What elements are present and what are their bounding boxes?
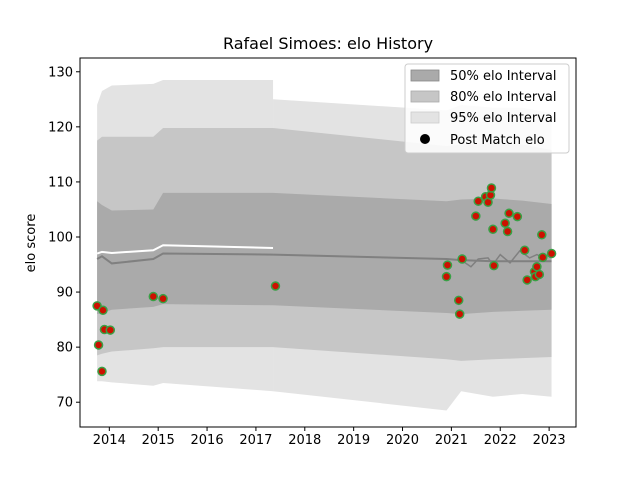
post-match-point-32: [537, 230, 547, 240]
post-match-point-2: [97, 366, 107, 377]
legend-swatch-50: [410, 69, 440, 82]
post-match-point-22: [500, 218, 510, 228]
x-tick-label-4: 2018: [288, 433, 321, 448]
mean-line-seg-0: [96, 252, 274, 265]
band-50-seg-1: [273, 192, 552, 315]
y-tick-label-1: 80: [56, 341, 73, 356]
chart-title: Rafael Simoes: elo History: [223, 34, 433, 53]
post-match-points: [92, 183, 557, 377]
legend: 50% elo Interval 80% elo Interval 95% el…: [404, 63, 570, 154]
legend-label-50: 50% elo Interval: [450, 69, 557, 84]
legend-label-80: 80% elo Interval: [450, 90, 557, 105]
x-tick-label-0: 2014: [93, 433, 126, 448]
plot-frame: [79, 57, 577, 428]
post-match-point-5: [105, 325, 116, 335]
post-match-point-8: [270, 281, 281, 291]
x-tick-label-5: 2019: [337, 433, 370, 448]
x-tick-label-8: 2022: [484, 433, 517, 448]
x-tick-label-1: 2015: [142, 433, 175, 448]
post-match-point-6: [148, 291, 159, 302]
post-match-point-34: [546, 248, 557, 259]
post-match-point-14: [471, 211, 481, 221]
legend-label-95: 95% elo Interval: [450, 111, 557, 126]
light-line-seg-0: [96, 244, 274, 255]
x-tick-label-6: 2020: [386, 433, 419, 448]
post-match-point-26: [519, 245, 530, 255]
legend-swatch-95: [410, 111, 440, 124]
post-match-point-30: [532, 261, 542, 272]
legend-marker-points: [420, 134, 430, 144]
legend-swatch-80: [410, 90, 440, 103]
x-tick-label-7: 2021: [435, 433, 468, 448]
post-match-point-24: [504, 208, 514, 219]
y-axis-label: elo score: [24, 214, 39, 273]
post-match-point-23: [502, 226, 513, 237]
post-match-point-33: [538, 252, 548, 263]
post-match-point-10: [441, 271, 452, 282]
y-tick-label-0: 70: [56, 396, 73, 411]
x-axis: 2014 2015 2016 2017 2018 2019 2020 2021 2022 2023: [93, 427, 566, 448]
y-tick-label-6: 130: [48, 65, 73, 80]
post-match-point-25: [512, 211, 523, 222]
post-match-point-27: [522, 275, 532, 285]
post-match-point-31: [534, 269, 545, 280]
post-match-point-9: [442, 260, 453, 270]
y-axis: 70 80 90 100 110 120 130: [48, 65, 80, 411]
post-match-point-19: [486, 183, 497, 193]
post-match-point-12: [454, 309, 465, 319]
legend-box: [404, 63, 570, 154]
post-match-point-21: [489, 260, 499, 271]
x-tick-label-3: 2017: [239, 433, 272, 448]
x-tick-label-2: 2016: [191, 433, 224, 448]
post-match-point-11: [453, 295, 464, 306]
y-tick-label-5: 120: [48, 120, 73, 135]
y-tick-label-4: 110: [48, 175, 73, 190]
post-match-point-1: [93, 340, 104, 350]
elo-lines: [96, 244, 552, 268]
legend-label-points: Post Match elo: [450, 133, 545, 148]
y-tick-label-2: 90: [56, 286, 73, 301]
post-match-point-3: [98, 305, 108, 315]
mean-line-recent: [460, 249, 552, 268]
interval-bands: [97, 80, 552, 411]
post-match-point-15: [473, 196, 484, 206]
post-match-point-20: [488, 224, 498, 235]
x-tick-label-9: 2023: [533, 433, 566, 448]
post-match-point-13: [457, 254, 467, 264]
y-tick-label-3: 100: [48, 230, 73, 245]
post-match-point-7: [158, 293, 168, 304]
